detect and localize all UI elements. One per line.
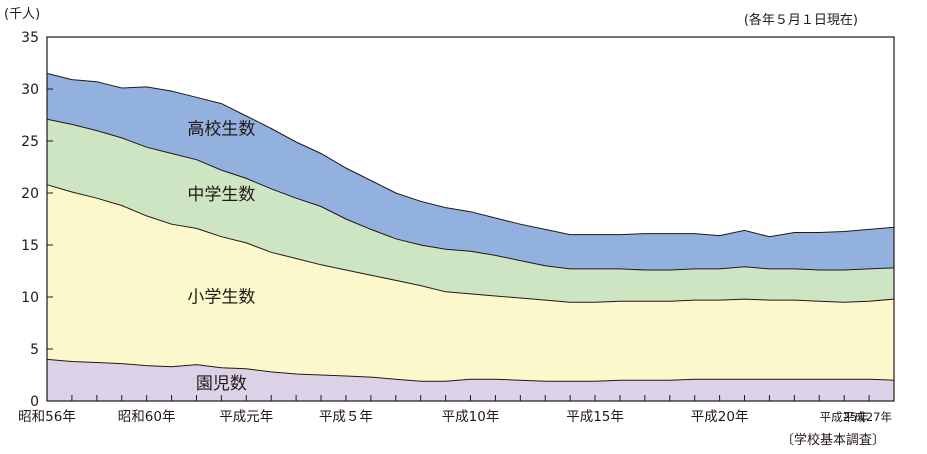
y-tick-label: 15 <box>21 238 39 254</box>
y-tick-label: 5 <box>30 342 39 358</box>
x-tick-label: 平成15年 <box>566 409 624 425</box>
x-tick-label: 平成５年 <box>319 409 373 425</box>
area-boundary-line-4 <box>46 72 895 238</box>
y-tick-label: 35 <box>21 30 39 46</box>
series-label: 小学生数 <box>187 287 255 307</box>
x-tick-label: 平成27年 <box>843 410 892 424</box>
y-tick-label: 10 <box>21 290 39 306</box>
series-lines <box>46 72 895 382</box>
x-tick-label: 平成10年 <box>442 409 500 425</box>
survey-date-note: (各年５月１日現在) <box>744 12 858 28</box>
x-tick-label: 平成元年 <box>219 409 273 425</box>
source-note: 〔学校基本調査〕 <box>781 432 885 448</box>
x-axis: 昭和56年 昭和60年 平成元年 平成５年 平成10年 平成15年 平成20年 平成25年平成… <box>18 395 895 425</box>
stacked-areas <box>47 73 894 401</box>
x-tick-label: 昭和56年 <box>18 409 76 425</box>
y-axis: 0 5 10 15 20 25 30 35 <box>21 30 53 410</box>
area-boundary-line-1 <box>46 358 895 382</box>
series-label: 園児数 <box>196 374 247 394</box>
area-boundary-line-3 <box>46 118 895 271</box>
area-1 <box>47 359 894 401</box>
series-labels: 園児数 小学生数 中学生数 高校生数 <box>187 120 255 394</box>
y-tick-label: 25 <box>21 134 39 150</box>
area-boundary-line-2 <box>46 184 895 303</box>
series-label: 中学生数 <box>187 185 255 205</box>
area-2 <box>47 184 894 382</box>
x-tick-label: 昭和60年 <box>118 409 176 425</box>
x-tick-label: 平成20年 <box>691 409 749 425</box>
y-tick-label: 0 <box>30 394 39 410</box>
y-axis-unit-label: (千人) <box>4 7 40 22</box>
y-tick-label: 30 <box>21 82 39 98</box>
series-label: 高校生数 <box>187 120 255 140</box>
x-tick-label: 平成25年 <box>820 410 869 424</box>
area-3 <box>47 119 894 303</box>
y-tick-label: 20 <box>21 186 39 202</box>
